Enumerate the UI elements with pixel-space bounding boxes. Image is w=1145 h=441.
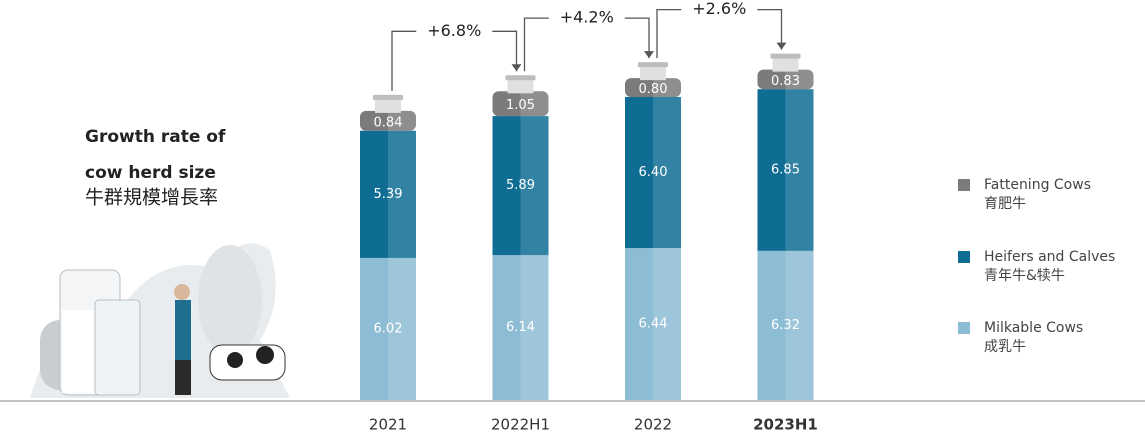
legend-label: 成乳牛	[984, 339, 1026, 355]
legend-label: Heifers and Calves	[984, 249, 1115, 265]
growth-label: +2.6%	[692, 0, 746, 18]
x-tick-label: 2023H1	[753, 416, 818, 434]
legend-swatch	[958, 322, 970, 334]
legend-label: 青年牛&犊牛	[984, 267, 1065, 284]
bottle-neck	[640, 66, 666, 80]
value-label: 5.39	[374, 187, 403, 202]
legend-label: Fattening Cows	[984, 177, 1091, 193]
bottle-cap	[373, 95, 403, 100]
title: 牛群規模增長率	[85, 187, 218, 209]
legend-label: Milkable Cows	[984, 320, 1083, 336]
value-label: 5.89	[506, 178, 535, 193]
arrow-head	[777, 43, 787, 50]
x-tick-label: 2022H1	[491, 416, 550, 434]
growth-bracket	[392, 31, 517, 91]
illustration	[30, 243, 290, 398]
bottle-cap	[638, 62, 668, 67]
chart: Growth rate of cow herd size 牛群規模增長率 6.0…	[0, 0, 1145, 437]
value-label: 6.44	[639, 317, 668, 332]
value-label: 6.85	[771, 163, 800, 178]
value-label: 0.83	[771, 74, 800, 89]
value-label: 1.05	[506, 98, 535, 113]
value-label: 6.32	[771, 318, 800, 333]
arrow-head	[644, 51, 654, 58]
x-tick-label: 2022	[634, 416, 672, 434]
value-label: 6.14	[506, 320, 535, 335]
bottle-neck	[773, 58, 799, 72]
bottle-neck	[375, 99, 401, 113]
value-label: 0.84	[374, 115, 403, 130]
value-label: 0.80	[639, 82, 668, 97]
title: Growth rate of	[85, 127, 226, 147]
legend-swatch	[958, 251, 970, 263]
growth-label: +4.2%	[560, 8, 614, 27]
x-tick-label: 2021	[369, 416, 407, 434]
bottle-neck	[508, 79, 534, 93]
legend-label: 育肥牛	[984, 196, 1026, 212]
bottle-cap	[771, 54, 801, 59]
title: cow herd size	[85, 163, 216, 183]
growth-label: +6.8%	[427, 21, 481, 40]
value-label: 6.40	[639, 165, 668, 180]
bottle-cap	[506, 75, 536, 80]
legend-swatch	[958, 179, 970, 191]
value-label: 6.02	[374, 321, 403, 336]
arrow-head	[512, 64, 522, 71]
